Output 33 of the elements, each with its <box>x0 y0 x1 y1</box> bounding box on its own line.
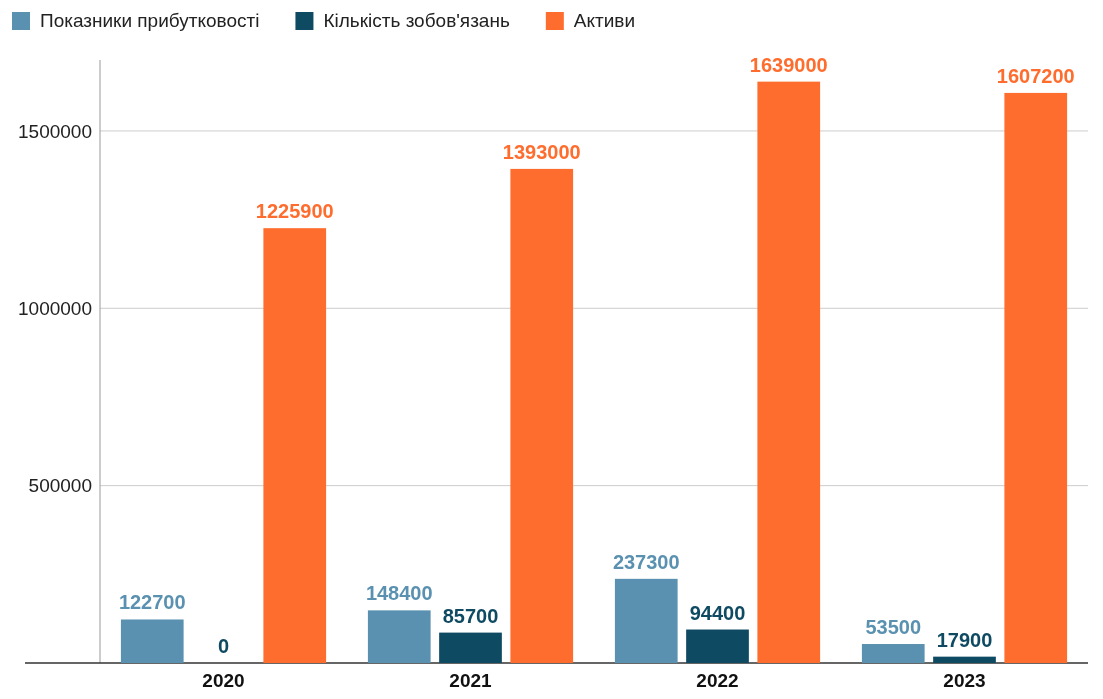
data-label: 237300 <box>612 550 680 573</box>
x-tick-label: 2020 <box>202 670 245 691</box>
data-label: 1225900 <box>255 200 334 223</box>
bar <box>120 619 184 663</box>
bar <box>861 644 925 663</box>
legend-label: Активи <box>573 10 636 31</box>
x-tick-label: 2021 <box>449 670 493 691</box>
bar <box>686 629 749 663</box>
data-label: 122700 <box>118 591 186 614</box>
bar <box>933 656 996 663</box>
x-tick-label: 2022 <box>696 670 739 691</box>
legend-label: Кількість зобов'язань <box>323 10 510 31</box>
data-label: 1393000 <box>502 140 581 163</box>
bar <box>1004 92 1068 663</box>
bar <box>367 610 431 663</box>
x-tick-label: 2023 <box>943 670 986 691</box>
y-tick-label: 1500000 <box>18 120 92 142</box>
bar <box>757 81 821 663</box>
bar <box>263 228 327 663</box>
data-label: 53500 <box>865 616 922 639</box>
data-label: 0 <box>217 635 230 657</box>
data-label: 148400 <box>365 582 433 605</box>
bar <box>614 578 678 663</box>
bar <box>510 168 574 663</box>
data-label: 1639000 <box>749 53 828 76</box>
data-label: 85700 <box>442 604 499 627</box>
y-tick-label: 1000000 <box>18 297 92 319</box>
data-label: 94400 <box>689 601 746 624</box>
data-label: 1607200 <box>996 64 1075 87</box>
legend-label: Показники прибутковості <box>40 10 260 31</box>
y-tick-label: 500000 <box>28 475 92 497</box>
bar <box>439 632 502 663</box>
data-label: 17900 <box>936 628 993 651</box>
